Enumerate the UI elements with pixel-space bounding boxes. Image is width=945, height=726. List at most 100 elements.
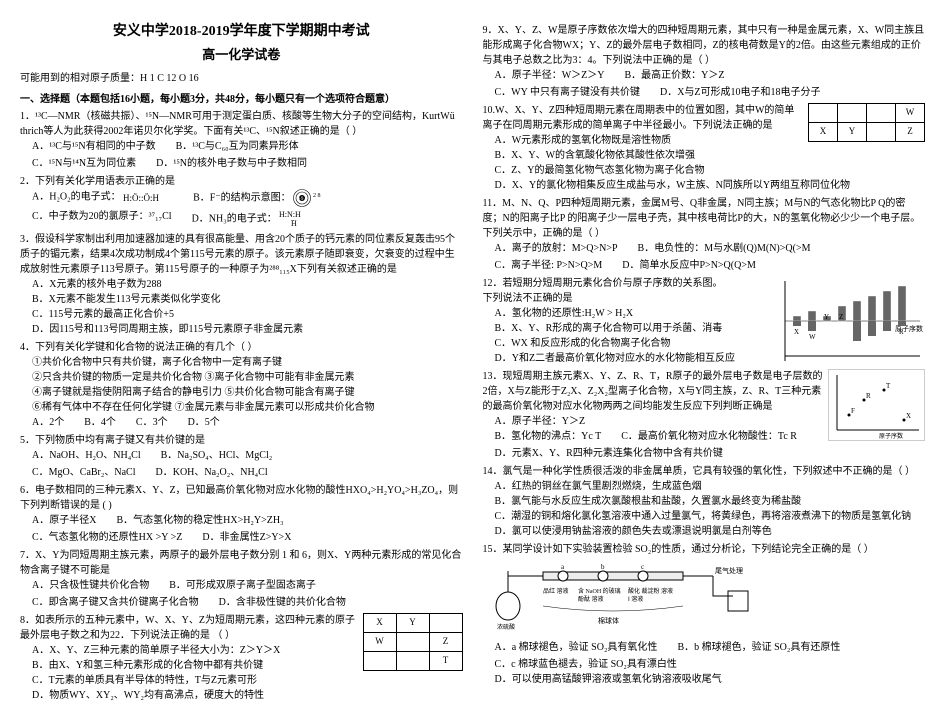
exam-title: 安义中学2018-2019学年度下学期期中考试 [20, 20, 463, 40]
valence-bar-chart: 原子序数 XWYZR [775, 276, 925, 366]
q2-d: D．NH₃的电子式： H:N:H H .. [192, 209, 314, 229]
q4-i4: ⑥稀有气体中不存在任何化学键 ⑦金属元素与非金属元素可以形成共价化合物 [32, 400, 463, 415]
q9-b: B．最高正价数：Y＞Z [625, 68, 725, 83]
exam-paper: 安义中学2018-2019学年度下学期期中考试 高一化学试卷 可能用到的相对原子… [20, 20, 925, 706]
q6-d: D．非金属性Z>Y>X [202, 530, 291, 545]
q8-d: D．物质WY、XY₂、WY₂均有高沸点，硬度大的特性 [32, 688, 463, 703]
question-1: 1．¹³C—NMR（核磁共振）、¹⁵N—NMR可用于测定蛋白质、核酸等生物大分子… [20, 109, 463, 171]
q15-stem: 15．某同学设计如下实验装置检验 SO₂的性质，通过分析论，下列结论完全正确的是… [483, 542, 926, 557]
svg-text:a: a [561, 563, 565, 571]
q1-stem: 1．¹³C—NMR（核磁共振）、¹⁵N—NMR可用于测定蛋白质、核酸等生物大分子… [20, 109, 463, 139]
q5-stem: 5．下列物质中均有离子键又有共价键的是 [20, 433, 463, 448]
svg-text:原子序数: 原子序数 [879, 432, 903, 440]
svg-text:棉球体: 棉球体 [598, 616, 619, 625]
question-9: 9．X、Y、Z、W是原子序数依次增大的四种短周期元素，其中只有一种是金属元素，X… [483, 23, 926, 100]
q4-stem: 4．下列有关化学键和化合物的说法正确的有几个（ ） [20, 340, 463, 355]
right-column: 9．X、Y、Z、W是原子序数依次增大的四种短周期元素，其中只有一种是金属元素，X… [483, 20, 926, 706]
q1-d: D．¹⁵N的核外电子数与中子数相同 [156, 156, 307, 171]
q9-a: A．原子半径：W＞Z＞Y [495, 68, 605, 83]
svg-text:H:Ö::Ö:H: H:Ö::Ö:H [123, 193, 160, 203]
question-11: 11．M、N、Q、P四种短周期元素，金属M号、Q非金属，N同主族；M与N的气态化… [483, 196, 926, 273]
q1-a: A．¹³C与¹⁵N有相同的中子数 [32, 139, 156, 154]
svg-text:X: X [794, 328, 799, 336]
q10-periodic-table: W XYZ [808, 103, 925, 142]
scatter-diagram: F R T X 原子序数 [828, 369, 925, 441]
question-5: 5．下列物质中均有离子键又有共价键的是 A．NaOH、H₂O、NH₄Cl B．N… [20, 433, 463, 480]
q14-stem: 14．氯气是一种化学性质很活泼的非金属单质，它具有较强的氧化性，下列叙述中不正确… [483, 464, 926, 479]
q4-i1: ①共价化合物中只有共价键，离子化合物中一定有离子键 [32, 355, 463, 370]
experiment-apparatus-diagram: a b c 尾气处理 浓硫酸 品红 溶液 含 NaOH 的玻璃 酚酞 溶液 酸化… [483, 561, 763, 631]
q11-a: A．离子的放射：M>Q>N>P [495, 241, 618, 256]
svg-text:浓硫酸: 浓硫酸 [497, 623, 515, 631]
q9-c: C．WY 中只有离子键没有共价键 [495, 85, 640, 100]
q14-d: D．氯可以使浸用钠盐溶液的颜色失去或漂退说明氯是白剂等色 [495, 524, 926, 539]
q4-c: C．3个 [136, 415, 168, 430]
q10-d: D．X、Y的氯化物相集反应生成盐与水，W主族、N同族所以Y两组互称同位化物 [495, 178, 926, 193]
q4-a: A．2个 [32, 415, 64, 430]
q3-a: A．X元素的核外电子数为288 [32, 277, 463, 292]
lewis-h2o2-icon: H:Ö::Ö:H [123, 189, 173, 205]
q11-stem: 11．M、N、Q、P四种短周期元素，金属M号、Q非金属，N同主族；M与N的气态化… [483, 196, 926, 241]
svg-text:X: X [906, 412, 911, 420]
question-8: XY WZ T 8．如表所示的五种元素中，W、X、Y、Z为短周期元素，这四种元素… [20, 613, 463, 703]
svg-text:Ⅰ 溶液: Ⅰ 溶液 [628, 595, 643, 603]
question-10: W XYZ 10.W、X、Y、Z四种短周期元素在周期表中的位置如图，其中W的简单… [483, 103, 926, 193]
q6-a: A．原子半径X [32, 513, 96, 528]
svg-text:W: W [809, 333, 816, 341]
q11-b: B．电负性的：M与水剧(Q)M(N)>Q(>M [638, 241, 811, 256]
q6-b: B．气态氢化物的稳定性HX>H₂Y>ZH₃ [116, 513, 283, 528]
q9-d: D．X与Z可形成10电子和18电子分子 [660, 85, 821, 100]
question-14: 14．氯气是一种化学性质很活泼的非金属单质，它具有较强的氧化性，下列叙述中不正确… [483, 464, 926, 539]
left-column: 安义中学2018-2019学年度下学期期中考试 高一化学试卷 可能用到的相对原子… [20, 20, 463, 706]
q5-a: A．NaOH、H₂O、NH₄Cl [32, 448, 141, 463]
svg-text:尾气处理: 尾气处理 [715, 566, 743, 575]
svg-text:..: .. [291, 215, 295, 223]
q7-d: D．含非极性键的共价化合物 [219, 595, 346, 610]
question-3: 3．假设科学家制出利用加速器加速的具有很高能量、用含20个质子的钙元素的同位素反… [20, 232, 463, 337]
q5-d: D．KOH、Na₂O₂、NH₄Cl [156, 465, 268, 480]
svg-text:b: b [601, 563, 605, 571]
question-7: 7．X、Y为同短周期主族元素，两原子的最外层电子数分别 1 和 6，则X、Y两种… [20, 548, 463, 610]
q4-i2: ②只含共价键的物质一定是共价化合物 ③离子化合物中可能有非金属元素 [32, 370, 463, 385]
q15-c: C．c 棉球蓝色褪去，验证 SO₂具有漂白性 [495, 657, 926, 672]
q9-stem: 9．X、Y、Z、W是原子序数依次增大的四种短周期元素，其中只有一种是金属元素，X… [483, 23, 926, 68]
q4-d: D．5个 [188, 415, 220, 430]
q7-c: C．即含离子键又含共价键离子化合物 [32, 595, 199, 610]
q7-stem: 7．X、Y为同短周期主族元素，两原子的最外层电子数分别 1 和 6，则X、Y两种… [20, 548, 463, 578]
svg-text:Z: Z [839, 313, 843, 321]
svg-text:含 NaOH 的玻璃: 含 NaOH 的玻璃 [578, 587, 621, 595]
svg-text:R: R [899, 328, 904, 336]
question-12: 原子序数 XWYZR 12．若短期分短周期元素化合价与原子序数的关系图。 下列说… [483, 276, 926, 366]
q15-a: A．a 棉球褪色，验证 SO₂具有氧化性 [495, 640, 658, 655]
q5-b: B．Na₂SO₄、HCl、MgCl₂ [161, 448, 273, 463]
q13-d: D．元素X、Y、R四种元素连集化合物中含有共价键 [495, 446, 926, 461]
svg-text:H:N:H: H:N:H [279, 210, 301, 219]
q3-b: B．X元素不能发生113号元素类似化学变化 [32, 292, 463, 307]
q14-b: B．氯气能与水反应生成次氯酸根盐和盐酸，久置氯水最终变为稀盐酸 [495, 494, 926, 509]
q6-c: C．气态氢化物的还原性HX >Y >Z [32, 530, 182, 545]
svg-text:酚酞 溶液: 酚酞 溶液 [578, 595, 604, 603]
bohr-f-icon: 2 8 +9 [293, 189, 323, 207]
q1-c: C．¹⁵N与¹⁴N互为同位素 [32, 156, 136, 171]
q8-periodic-table: XY WZ T [363, 613, 463, 671]
svg-text:2 8: 2 8 [313, 193, 321, 199]
svg-text:T: T [886, 382, 891, 390]
svg-text:酸化 裁淀粉 溶液: 酸化 裁淀粉 溶液 [628, 587, 673, 595]
section-1-head: 一、选择题（本题包括16小题，每小题3分，共48分，每小题只有一个选项符合题意） [20, 90, 463, 105]
q3-d: D．因115号和113号同周期主族，即115号元素原子非金属元素 [32, 322, 463, 337]
atomic-masses: 可能用到的相对原子质量：H 1 C 12 O 16 [20, 69, 463, 84]
question-2: 2．下列有关化学用语表示正确的是 A．H₂O₂的电子式： H:Ö::Ö:H B．… [20, 174, 463, 229]
question-4: 4．下列有关化学键和化合物的说法正确的有几个（ ） ①共价化合物中只有共价键，离… [20, 340, 463, 430]
q14-a: A．红热的铜丝在氯气里剧烈燃烧，生成蓝色烟 [495, 479, 926, 494]
q3-c: C．115号元素的最高正化合价+5 [32, 307, 463, 322]
q2-stem: 2．下列有关化学用语表示正确的是 [20, 174, 463, 189]
svg-text:F: F [851, 407, 855, 415]
q4-i3: ④离子键就是指使阴阳离子结合的静电引力 ⑤共价化合物可能含有离子键 [32, 385, 463, 400]
svg-text:R: R [866, 392, 871, 400]
question-6: 6．电子数相同的三种元素X、Y、Z，已知最高价氧化物对应水化物的酸性HXO₄>H… [20, 483, 463, 545]
q14-c: C．潮湿的铜和熔化氯化氢溶液中通入过量氯气，将黄绿色，再将溶液煮沸下的物质是氢氧… [495, 509, 926, 524]
svg-text:品红 溶液: 品红 溶液 [543, 587, 569, 595]
q11-d: D．简单水反应中P>N>Q(Q>M [622, 258, 756, 273]
q7-a: A．只含极性键共价化合物 [32, 578, 149, 593]
q2-c: C．中子数为20的氯原子：³⁷₁₇Cl [32, 209, 172, 229]
